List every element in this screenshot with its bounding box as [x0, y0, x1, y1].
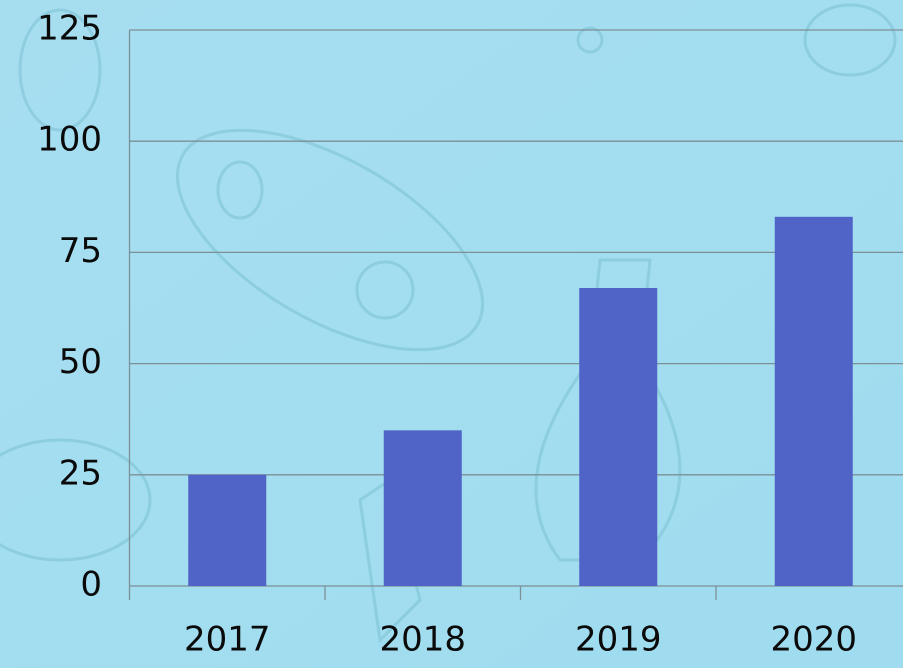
y-tick-label: 25: [59, 453, 102, 493]
x-tick-label: 2018: [379, 620, 466, 660]
x-tick-label: 2019: [575, 620, 662, 660]
x-tick-label: 2020: [770, 620, 857, 660]
bar: [188, 475, 266, 586]
y-tick-label: 50: [59, 342, 102, 382]
y-tick-label: 0: [80, 565, 102, 605]
bar: [579, 288, 657, 586]
y-tick-label: 100: [37, 120, 102, 160]
y-tick-label: 125: [37, 9, 102, 49]
x-tick-label: 2017: [184, 620, 271, 660]
bar: [384, 430, 462, 586]
chart: 0 25 50 75 100 125 2017 2018 2019 2020: [0, 0, 903, 668]
y-tick-label: 75: [59, 231, 102, 271]
bar: [775, 217, 853, 586]
